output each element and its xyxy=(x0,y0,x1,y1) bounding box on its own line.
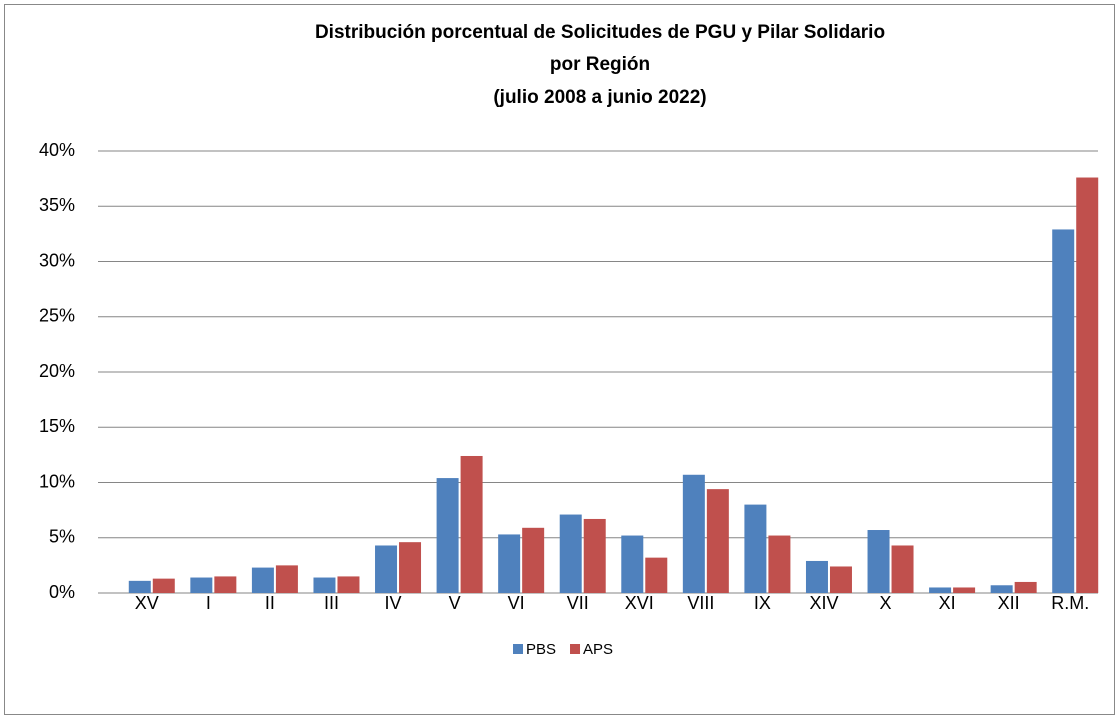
x-tick-label: VI xyxy=(508,593,525,613)
y-tick-label: 0% xyxy=(49,582,75,602)
x-tick-label: I xyxy=(206,593,211,613)
bar xyxy=(399,542,422,593)
bar xyxy=(522,527,545,593)
bar xyxy=(929,587,952,593)
x-tick-label: XIV xyxy=(809,593,838,613)
x-tick-label: III xyxy=(324,593,339,613)
y-tick-label: 35% xyxy=(39,195,75,215)
bar xyxy=(128,580,151,593)
x-tick-label: XV xyxy=(135,593,159,613)
x-tick-label: II xyxy=(265,593,275,613)
bar xyxy=(190,577,213,593)
bar xyxy=(953,587,976,593)
bar xyxy=(460,455,483,593)
bar xyxy=(805,560,828,593)
y-tick-label: 10% xyxy=(39,471,75,491)
bar xyxy=(152,578,175,593)
legend-label: APS xyxy=(583,641,613,658)
bar xyxy=(891,545,914,593)
x-tick-label: XVI xyxy=(625,593,654,613)
x-tick-label: XII xyxy=(998,593,1020,613)
chart-title: por Región xyxy=(550,54,650,75)
bar xyxy=(990,585,1013,593)
bar xyxy=(1052,229,1075,593)
bar xyxy=(436,478,459,593)
x-tick-label: X xyxy=(880,593,892,613)
bar xyxy=(645,557,668,593)
bar xyxy=(829,566,852,593)
bar xyxy=(559,514,582,593)
x-tick-label: R.M. xyxy=(1051,593,1089,613)
bar xyxy=(275,565,298,593)
bar xyxy=(768,535,791,593)
bar xyxy=(251,567,274,593)
bar xyxy=(1076,177,1099,593)
chart-title: Distribución porcentual de Solicitudes d… xyxy=(315,22,885,43)
bar xyxy=(313,577,336,593)
y-tick-label: 25% xyxy=(39,306,75,326)
bar xyxy=(498,534,521,593)
legend-swatch xyxy=(570,644,581,654)
bar xyxy=(214,576,237,593)
bar xyxy=(867,530,890,593)
bar xyxy=(583,518,606,593)
chart-title: (julio 2008 a junio 2022) xyxy=(493,87,706,108)
bar xyxy=(337,576,360,593)
x-tick-label: VII xyxy=(567,593,589,613)
bar xyxy=(682,474,705,593)
x-tick-label: VIII xyxy=(687,593,714,613)
bar xyxy=(744,504,767,593)
bar xyxy=(706,489,729,593)
bar xyxy=(1014,581,1037,593)
y-tick-label: 15% xyxy=(39,416,75,436)
bar xyxy=(375,545,398,593)
chart-border xyxy=(4,4,1115,715)
x-tick-label: XI xyxy=(939,593,956,613)
y-tick-label: 20% xyxy=(39,361,75,381)
y-tick-label: 40% xyxy=(39,140,75,160)
legend-swatch xyxy=(513,644,523,654)
bar xyxy=(621,535,644,593)
x-tick-label: IV xyxy=(385,593,402,613)
x-tick-label: IX xyxy=(754,593,771,613)
legend-label: PBS xyxy=(526,641,556,658)
y-tick-label: 5% xyxy=(49,527,75,547)
x-tick-label: V xyxy=(449,593,461,613)
y-tick-label: 30% xyxy=(39,250,75,270)
